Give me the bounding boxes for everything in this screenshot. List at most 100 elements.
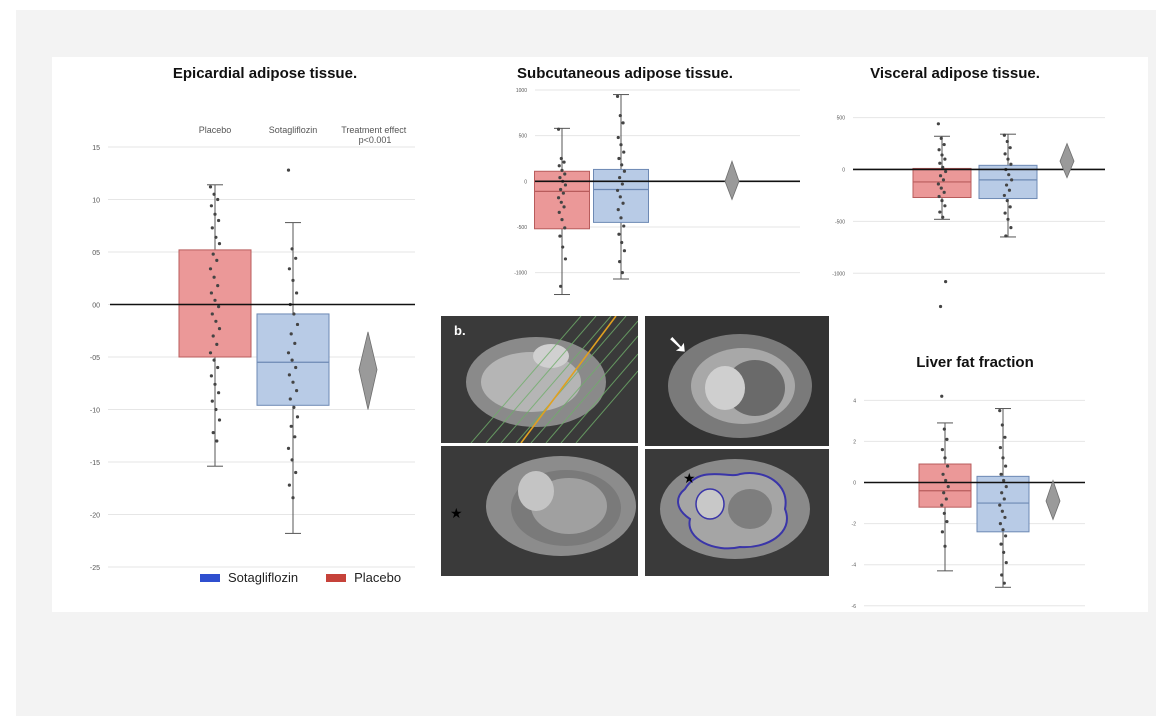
data-point-placebo <box>939 186 943 190</box>
data-point-placebo <box>217 418 222 422</box>
data-point-placebo <box>213 298 217 302</box>
data-point-placebo <box>943 204 947 208</box>
data-point-sotagliflozin <box>1003 211 1007 215</box>
data-point-placebo <box>217 305 221 309</box>
data-point-sotagliflozin <box>1004 561 1008 565</box>
data-point-placebo <box>215 342 219 346</box>
data-point-placebo <box>556 127 561 131</box>
data-point-sotagliflozin <box>287 483 291 487</box>
data-point-placebo <box>208 351 213 355</box>
data-point-sotagliflozin <box>1002 193 1006 198</box>
data-point-sotagliflozin <box>1002 581 1006 585</box>
data-point-placebo <box>941 178 946 182</box>
data-point-placebo <box>560 218 564 222</box>
data-point-sotagliflozin <box>289 332 293 336</box>
data-point-placebo <box>211 334 215 338</box>
data-point-sotagliflozin <box>615 188 620 193</box>
star-marker-icon: ★ <box>683 471 696 487</box>
data-point-sotagliflozin <box>292 312 296 316</box>
data-point-sotagliflozin <box>294 470 298 475</box>
data-point-placebo <box>938 161 942 165</box>
data-point-placebo <box>561 245 565 249</box>
y-tick-label: -05 <box>90 355 100 362</box>
y-tick-label: -500 <box>835 219 845 225</box>
data-point-placebo <box>559 156 563 161</box>
data-point-placebo <box>563 257 568 261</box>
data-point-placebo <box>942 427 946 431</box>
chart-legend: Sotagliflozin Placebo <box>200 570 401 585</box>
data-point-placebo <box>944 497 948 501</box>
box-placebo <box>912 167 972 199</box>
data-point-placebo <box>937 194 941 199</box>
data-point-sotagliflozin <box>998 409 1002 413</box>
data-point-sotagliflozin <box>292 405 296 409</box>
data-point-sotagliflozin <box>622 169 627 173</box>
data-point-sotagliflozin <box>290 458 294 462</box>
data-point-sotagliflozin <box>288 397 292 401</box>
data-point-sotagliflozin <box>294 256 298 260</box>
data-point-placebo <box>217 327 222 331</box>
data-point-sotagliflozin <box>1008 146 1012 150</box>
data-point-placebo <box>563 172 567 176</box>
y-tick-label: 0 <box>842 167 845 173</box>
data-point-placebo <box>559 284 563 288</box>
data-point-sotagliflozin <box>290 358 294 362</box>
y-tick-label: -20 <box>90 512 100 519</box>
data-point-placebo <box>217 242 222 246</box>
box-sotagliflozin <box>976 475 1030 533</box>
y-tick-label: -4 <box>852 563 857 569</box>
data-point-placebo <box>216 365 220 370</box>
data-point-placebo <box>940 199 944 203</box>
legend-swatch-sotagliflozin <box>200 573 220 582</box>
data-point-placebo <box>561 191 565 195</box>
data-point-placebo <box>212 358 216 362</box>
data-point-sotagliflozin <box>616 208 620 212</box>
data-point-placebo <box>208 267 213 271</box>
y-tick-label: 0 <box>853 481 856 487</box>
data-point-sotagliflozin <box>287 373 291 377</box>
data-point-sotagliflozin <box>998 503 1002 507</box>
mri-image-2: ➘ <box>645 316 829 446</box>
data-point-placebo <box>216 284 220 288</box>
treatment-effect-diamond <box>1059 142 1075 179</box>
data-point-sotagliflozin <box>1002 497 1006 501</box>
data-point-placebo <box>936 122 940 126</box>
y-tick-label: -25 <box>90 565 100 572</box>
data-point-sotagliflozin <box>1005 139 1009 144</box>
data-point-placebo <box>941 215 945 219</box>
data-point-placebo <box>213 382 217 386</box>
data-point-placebo <box>559 187 563 192</box>
data-point-placebo <box>946 485 950 489</box>
data-point-sotagliflozin <box>1004 534 1008 538</box>
y-tick-label: -6 <box>852 604 857 610</box>
data-point-placebo <box>941 165 945 169</box>
data-point-placebo <box>216 197 220 202</box>
y-tick-label: 0 <box>524 179 527 185</box>
data-point-sotagliflozin <box>618 176 622 180</box>
data-point-sotagliflozin <box>1004 464 1008 468</box>
treatment-effect-diamond <box>358 331 378 410</box>
data-point-sotagliflozin <box>1010 178 1014 182</box>
y-tick-label: 15 <box>92 145 100 152</box>
data-point-placebo <box>562 205 566 209</box>
data-point-sotagliflozin <box>620 182 624 186</box>
data-point-sotagliflozin <box>1009 162 1013 166</box>
data-point-sotagliflozin <box>622 150 626 154</box>
mri-image-3: ★ <box>441 446 638 576</box>
data-point-placebo <box>942 142 946 147</box>
y-tick-label: 10 <box>92 197 100 204</box>
data-point-sotagliflozin <box>1006 157 1010 161</box>
y-tick-label: 00 <box>92 302 100 309</box>
data-point-placebo <box>939 136 943 140</box>
data-point-sotagliflozin <box>999 542 1003 546</box>
data-point-placebo <box>217 391 221 395</box>
data-point-sotagliflozin <box>286 351 291 355</box>
y-tick-label: 1000 <box>516 88 527 94</box>
data-point-sotagliflozin <box>1000 423 1004 427</box>
data-point-placebo <box>940 153 944 157</box>
data-point-sotagliflozin <box>1000 509 1004 513</box>
mri-image-1: b. <box>441 316 638 443</box>
data-point-sotagliflozin <box>293 341 297 345</box>
data-point-sotagliflozin <box>1000 573 1004 577</box>
data-point-sotagliflozin <box>286 446 291 450</box>
